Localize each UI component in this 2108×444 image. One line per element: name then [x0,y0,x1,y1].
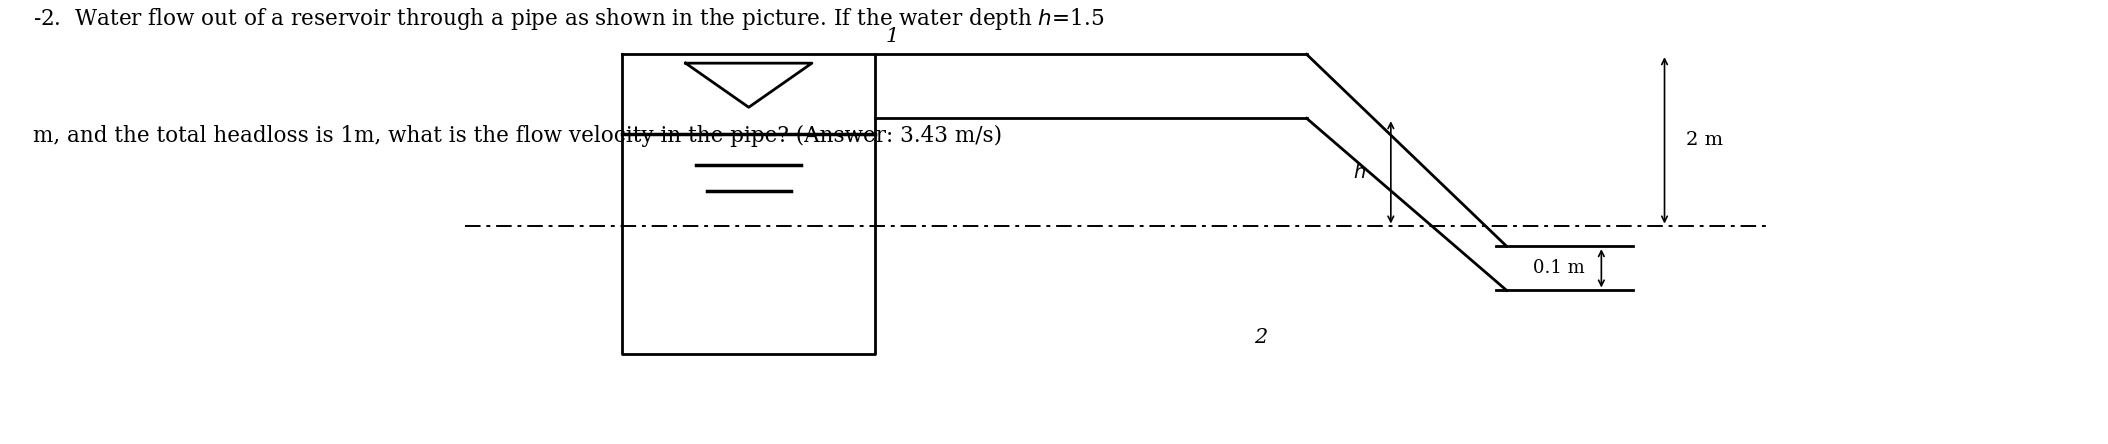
Text: 0.1 m: 0.1 m [1533,259,1585,278]
Text: 2: 2 [1254,328,1267,347]
Text: m, and the total headloss is 1m, what is the flow velocity in the pipe? (Answer:: m, and the total headloss is 1m, what is… [34,125,1001,147]
Text: -2.  Water flow out of a reservoir through a pipe as shown in the picture. If th: -2. Water flow out of a reservoir throug… [34,6,1105,32]
Text: 1: 1 [885,27,898,46]
Text: $h$: $h$ [1353,163,1366,182]
Text: 2 m: 2 m [1686,131,1722,149]
